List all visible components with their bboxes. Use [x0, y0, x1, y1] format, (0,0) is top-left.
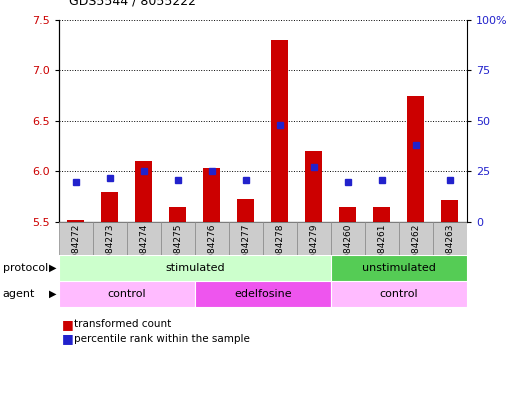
Bar — [59, 281, 195, 307]
Text: stimulated: stimulated — [165, 263, 225, 273]
Text: GSM1084278: GSM1084278 — [275, 224, 284, 284]
Text: GSM1084274: GSM1084274 — [140, 224, 148, 284]
Bar — [331, 281, 467, 307]
Text: GSM1084275: GSM1084275 — [173, 224, 183, 284]
Text: control: control — [380, 289, 418, 299]
Bar — [263, 222, 297, 255]
Bar — [135, 161, 152, 222]
Bar — [161, 222, 195, 255]
Text: protocol: protocol — [3, 263, 48, 273]
Text: transformed count: transformed count — [74, 319, 172, 329]
Text: GSM1084277: GSM1084277 — [242, 224, 250, 284]
Text: GDS5544 / 8055222: GDS5544 / 8055222 — [69, 0, 196, 8]
Text: GSM1084272: GSM1084272 — [71, 224, 81, 284]
Text: agent: agent — [3, 289, 35, 299]
Text: ■: ■ — [62, 332, 73, 345]
Bar — [102, 192, 119, 222]
Bar — [331, 222, 365, 255]
Bar — [365, 222, 399, 255]
Bar — [59, 222, 93, 255]
Bar — [271, 40, 288, 222]
Bar — [433, 222, 467, 255]
Bar — [238, 199, 254, 222]
Bar — [204, 169, 221, 222]
Bar — [407, 95, 424, 222]
Bar — [93, 222, 127, 255]
Bar — [195, 281, 331, 307]
Text: GSM1084276: GSM1084276 — [207, 224, 216, 284]
Text: ▶: ▶ — [49, 289, 56, 299]
Bar — [59, 255, 331, 281]
Bar — [195, 222, 229, 255]
Bar — [68, 220, 85, 222]
Bar — [331, 255, 467, 281]
Bar — [373, 207, 390, 222]
Bar — [229, 222, 263, 255]
Bar — [305, 151, 322, 222]
Text: ■: ■ — [62, 318, 73, 331]
Text: GSM1084261: GSM1084261 — [378, 224, 386, 284]
Bar — [169, 207, 186, 222]
Text: unstimulated: unstimulated — [362, 263, 436, 273]
Text: GSM1084279: GSM1084279 — [309, 224, 319, 284]
Text: percentile rank within the sample: percentile rank within the sample — [74, 334, 250, 344]
Bar — [297, 222, 331, 255]
Bar — [127, 222, 161, 255]
Text: ▶: ▶ — [49, 263, 56, 273]
Bar — [399, 222, 433, 255]
Text: GSM1084273: GSM1084273 — [106, 224, 114, 284]
Text: GSM1084263: GSM1084263 — [445, 224, 455, 284]
Text: edelfosine: edelfosine — [234, 289, 292, 299]
Text: GSM1084260: GSM1084260 — [343, 224, 352, 284]
Bar — [441, 200, 458, 222]
Text: GSM1084262: GSM1084262 — [411, 224, 420, 284]
Text: control: control — [108, 289, 146, 299]
Bar — [340, 207, 357, 222]
